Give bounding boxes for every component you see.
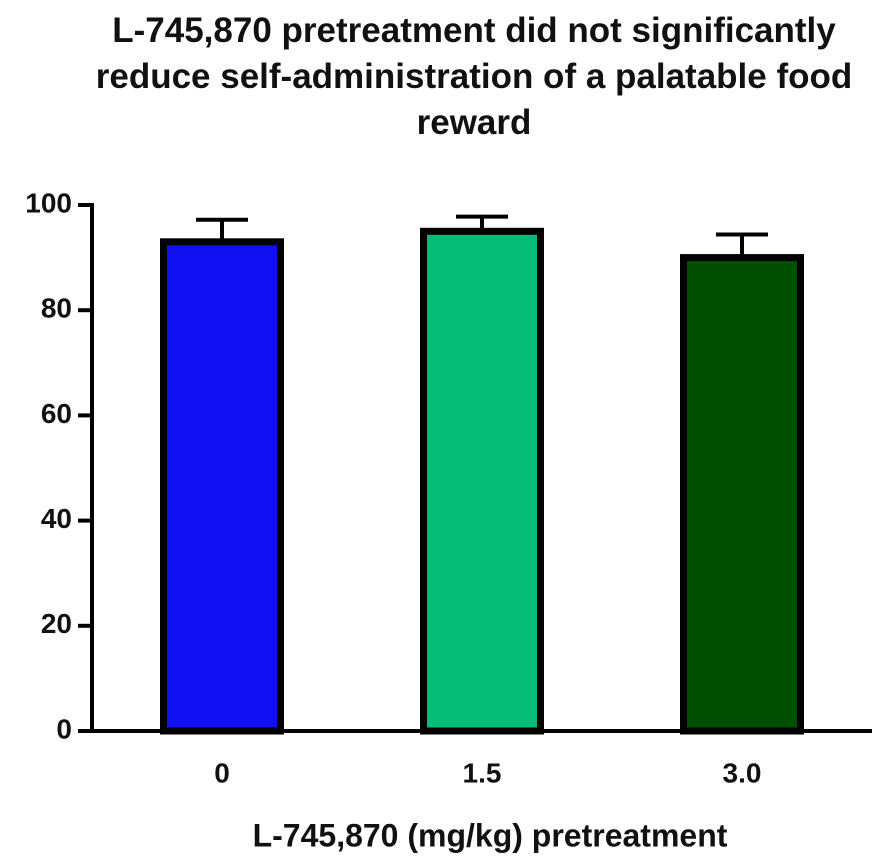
x-tick-label: 3.0: [723, 757, 762, 788]
y-tick-label: 100: [25, 187, 72, 218]
y-tick-label: 80: [41, 293, 72, 324]
y-tick-label: 0: [56, 713, 72, 744]
y-tick-label: 60: [41, 398, 72, 429]
bar: [160, 238, 284, 735]
y-tick-label: 20: [41, 608, 72, 639]
chart-title: L-745,870 pretreatment did not significa…: [95, 11, 853, 142]
y-tick-label: 40: [41, 503, 72, 534]
x-tick-label: 0: [214, 757, 230, 788]
x-axis-label: L-745,870 (mg/kg) pretreatment: [253, 817, 728, 853]
bar: [420, 227, 544, 735]
x-tick-label: 1.5: [463, 757, 502, 788]
bar: [680, 254, 804, 735]
